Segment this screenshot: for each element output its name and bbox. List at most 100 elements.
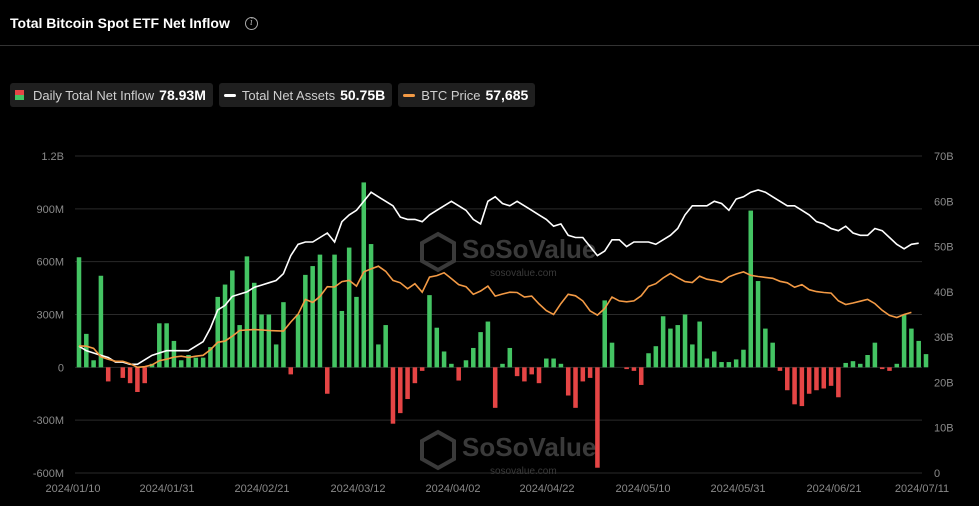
inflow-bar xyxy=(507,347,513,368)
watermark-url: sosovalue.com xyxy=(490,466,557,477)
watermark-brand: SoSoValue xyxy=(462,432,596,462)
inflow-bar xyxy=(463,360,469,368)
x-tick-label: 2024/04/02 xyxy=(425,483,480,495)
inflow-bar xyxy=(836,367,841,398)
y-right-tick-label: 60B xyxy=(934,196,954,208)
inflow-bar xyxy=(755,281,761,368)
inflow-bar xyxy=(492,367,498,408)
x-tick-label: 2024/02/21 xyxy=(234,483,289,495)
inflow-bar xyxy=(120,367,126,378)
legend-assets-value: 50.75B xyxy=(340,87,386,103)
header-divider xyxy=(0,45,979,46)
inflow-bar xyxy=(828,367,834,386)
inflow-bar xyxy=(704,358,710,368)
inflow-bar xyxy=(763,328,768,368)
inflow-bar xyxy=(785,367,790,391)
inflow-bar xyxy=(514,367,520,377)
inflow-bar xyxy=(281,302,286,368)
y-left-tick-label: -600M xyxy=(33,468,64,480)
inflow-bar xyxy=(901,314,907,368)
inflow-bar xyxy=(215,296,220,368)
y-right-tick-label: 0 xyxy=(934,468,940,480)
y-left-tick-label: 900M xyxy=(36,204,64,216)
inflow-bar xyxy=(266,314,272,368)
inflow-bar xyxy=(872,342,878,368)
inflow-bar xyxy=(324,367,330,394)
inflow-bar xyxy=(799,367,805,407)
x-tick-label: 2024/04/22 xyxy=(519,483,574,495)
inflow-bar xyxy=(332,254,337,368)
inflow-bar xyxy=(916,340,921,368)
inflow-bar xyxy=(843,362,848,368)
inflow-bar xyxy=(865,355,870,368)
x-tick-label: 2024/05/31 xyxy=(710,483,765,495)
inflow-bar xyxy=(682,314,688,368)
inflow-bar xyxy=(244,256,250,368)
inflow-bar xyxy=(273,344,279,368)
inflow-bar xyxy=(186,355,191,368)
y-left-tick-label: 300M xyxy=(36,310,64,322)
inflow-bar xyxy=(792,367,797,405)
inflow-bar xyxy=(690,344,695,368)
bar-swatch-icon xyxy=(15,90,24,100)
inflow-bar xyxy=(295,314,301,368)
inflow-bar xyxy=(879,367,885,370)
inflow-bar xyxy=(719,362,724,368)
inflow-bar xyxy=(653,346,659,368)
inflow-bar xyxy=(551,358,556,368)
inflow-bar xyxy=(909,328,914,368)
inflow-bar xyxy=(697,321,702,368)
y-right-tick-label: 70B xyxy=(934,151,954,163)
legend: Daily Total Net Inflow 78.93M Total Net … xyxy=(10,83,536,107)
inflow-bar xyxy=(741,349,746,368)
inflow-bar xyxy=(361,182,367,368)
y-right-tick-label: 40B xyxy=(934,287,954,299)
inflow-bar xyxy=(478,332,483,368)
inflow-bar xyxy=(135,367,140,392)
watermark-brand: SoSoValue xyxy=(462,234,596,264)
inflow-bar xyxy=(317,254,323,368)
inflow-bar xyxy=(726,362,732,368)
inflow-bar xyxy=(565,367,571,396)
inflow-bar xyxy=(529,367,534,375)
inflow-bar xyxy=(339,310,345,368)
info-icon[interactable]: i xyxy=(245,17,258,30)
legend-btc-price[interactable]: BTC Price 57,685 xyxy=(398,83,536,107)
inflow-bar xyxy=(887,367,892,371)
y-left-tick-label: 1.2B xyxy=(41,151,64,163)
inflow-bar xyxy=(500,363,505,368)
inflow-bar xyxy=(631,367,637,371)
y-right-tick-label: 50B xyxy=(934,242,954,254)
inflow-bar xyxy=(127,367,133,384)
inflow-bar xyxy=(346,247,352,368)
watermark-logo-icon xyxy=(420,231,456,273)
inflow-bar xyxy=(675,325,681,368)
chart-header: Total Bitcoin Spot ETF Net Inflow i xyxy=(0,0,979,46)
inflow-bar xyxy=(609,342,615,368)
y-left-tick-label: 0 xyxy=(58,362,64,374)
inflow-bar xyxy=(668,328,673,368)
x-tick-label: 2024/07/11 xyxy=(895,483,949,495)
legend-daily-net-inflow[interactable]: Daily Total Net Inflow 78.93M xyxy=(10,83,213,107)
inflow-bar xyxy=(368,244,374,368)
y-right-tick-label: 20B xyxy=(934,377,954,389)
inflow-bar xyxy=(522,367,527,382)
inflow-bar xyxy=(814,367,819,391)
page-title: Total Bitcoin Spot ETF Net Inflow xyxy=(10,15,230,31)
total-net-assets-line xyxy=(78,189,919,366)
inflow-chart: SoSoValue sosovalue.com SoSoValue sosovalue… xyxy=(33,151,954,495)
x-tick-label: 2024/05/10 xyxy=(615,483,670,495)
inflow-bar xyxy=(200,357,206,368)
inflow-bar xyxy=(441,351,447,368)
inflow-bar xyxy=(711,351,717,368)
inflow-bar xyxy=(91,360,96,368)
legend-price-value: 57,685 xyxy=(485,87,529,103)
watermark: SoSoValue sosovalue.com xyxy=(420,429,596,477)
inflow-bar xyxy=(376,344,381,368)
inflow-bar xyxy=(558,363,564,368)
watermark-logo-icon xyxy=(420,429,456,471)
legend-assets-label: Total Net Assets xyxy=(241,87,336,103)
legend-total-net-assets[interactable]: Total Net Assets 50.75B xyxy=(218,83,393,107)
inflow-bar xyxy=(777,367,783,371)
inflow-bar xyxy=(222,284,228,368)
